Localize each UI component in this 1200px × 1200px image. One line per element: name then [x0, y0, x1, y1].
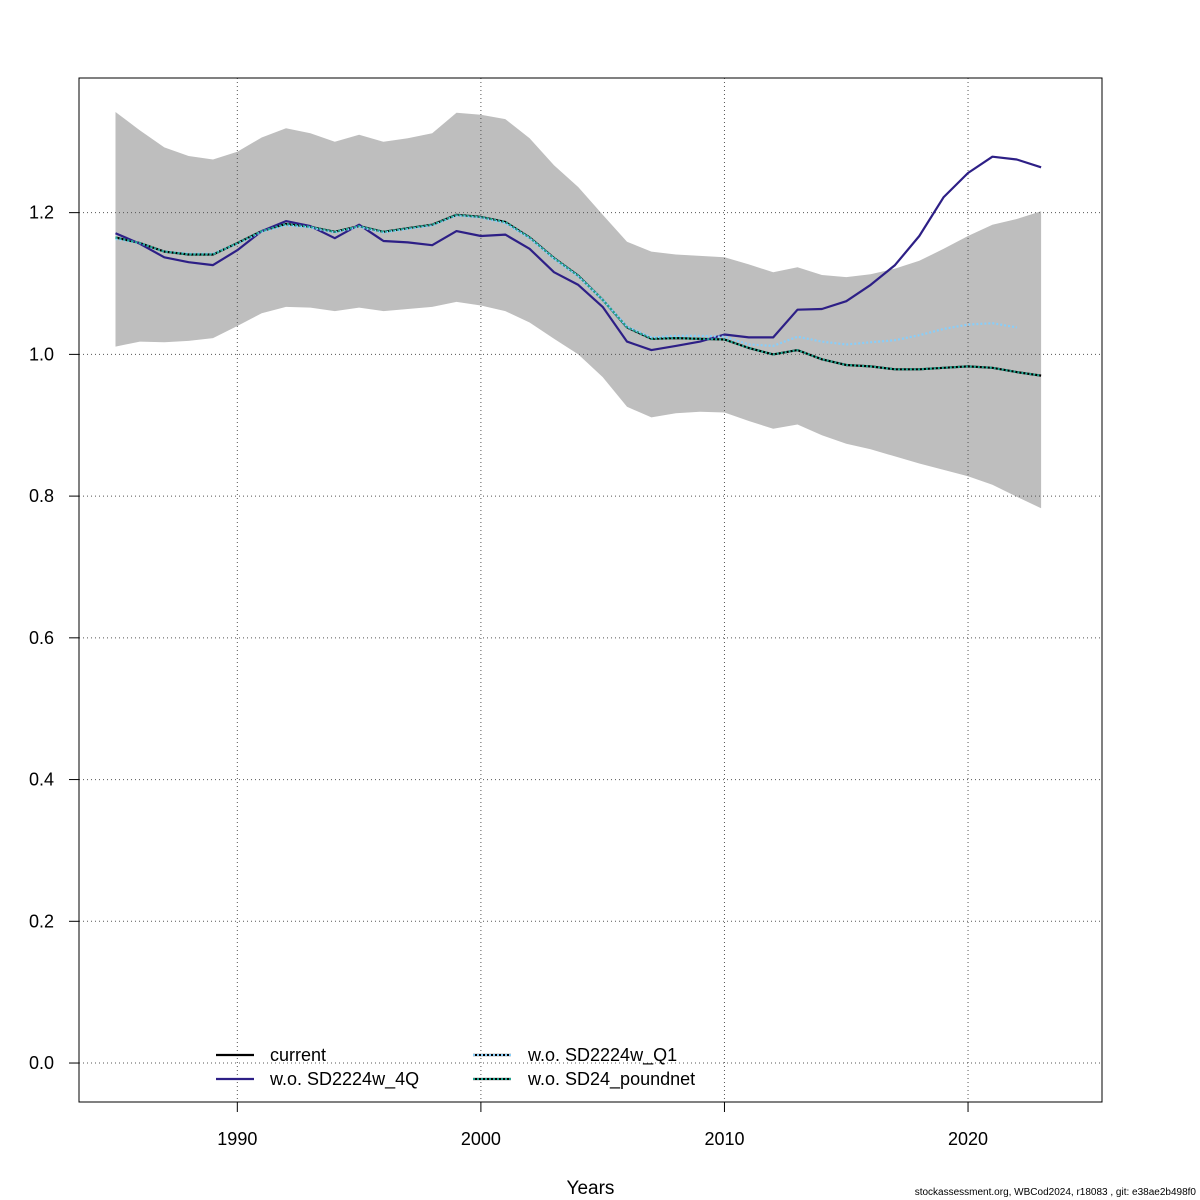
- legend-item: w.o. SD24_poundnet: [473, 1069, 695, 1090]
- confidence-band-area: [115, 112, 1042, 509]
- plot-frame: [78, 77, 1103, 1103]
- legend-label: w.o. SD2224w_Q1: [527, 1045, 677, 1066]
- y-tick-label: 0.8: [29, 486, 54, 506]
- y-tick-label: 0.2: [29, 911, 54, 931]
- grid: [79, 78, 1102, 1102]
- y-tick-label: 1.2: [29, 203, 54, 223]
- x-tick-label: 2020: [948, 1129, 988, 1149]
- legend-item: w.o. SD2224w_Q1: [473, 1045, 677, 1066]
- footnote: stockassessment.org, WBCod2024, r18083 ,…: [914, 1187, 1196, 1198]
- x-axis: 1990 2000 2010 2020: [217, 1102, 988, 1149]
- series-line: [115, 155, 1042, 352]
- legend-label: w.o. SD24_poundnet: [527, 1069, 695, 1090]
- legend-label: current: [270, 1045, 326, 1065]
- series-lines: [115, 155, 1042, 377]
- legend-item: current: [216, 1045, 326, 1065]
- legend: current w.o. SD2224w_4Q w.o. SD2224w_Q1 w.o…: [216, 1045, 695, 1090]
- legend-item: w.o. SD2224w_4Q: [216, 1069, 419, 1090]
- y-axis: 0.0 0.2 0.4 0.6 0.8 1.0 1.2: [29, 203, 79, 1073]
- y-tick-label: 0.6: [29, 628, 54, 648]
- confidence-band: [115, 112, 1042, 509]
- x-tick-label: 2000: [461, 1129, 501, 1149]
- y-tick-label: 1.0: [29, 344, 54, 364]
- y-tick-label: 0.0: [29, 1053, 54, 1073]
- x-axis-title: Years: [567, 1178, 615, 1199]
- x-tick-label: 2010: [704, 1129, 744, 1149]
- y-tick-label: 0.4: [29, 770, 54, 790]
- legend-label: w.o. SD2224w_4Q: [269, 1069, 419, 1090]
- series-line: [115, 213, 1042, 377]
- x-tick-label: 1990: [217, 1129, 257, 1149]
